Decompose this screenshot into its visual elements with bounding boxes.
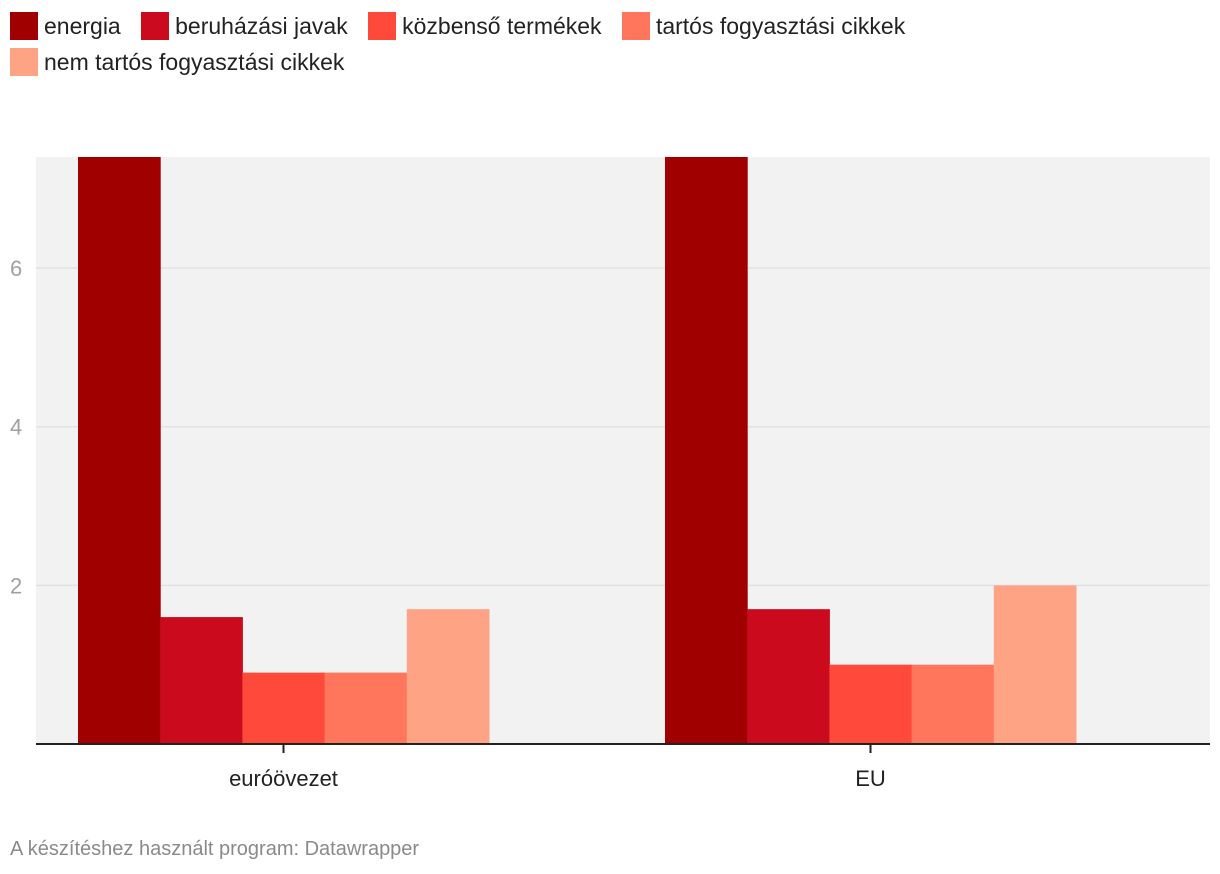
legend-label: beruházási javak [175, 13, 348, 39]
bar-közbenső-termékek-0 [242, 672, 326, 744]
bar-nem-tartós-fogyasztási-cikkek-1 [993, 585, 1077, 744]
legend-label: energia [44, 13, 121, 39]
bar-beruházási-javak-1 [747, 609, 830, 744]
bar-beruházási-javak-0 [160, 617, 243, 744]
y-tick-label: 4 [10, 415, 22, 440]
legend-swatch [621, 12, 650, 40]
bar-nem-tartós-fogyasztási-cikkek-0 [406, 609, 490, 744]
legend-item-kozbenso-termekek: közbenső termékek [368, 8, 602, 44]
bar-tartós-fogyasztási-cikkek-0 [324, 672, 408, 744]
legend-label: tartós fogyasztási cikkek [655, 13, 906, 39]
legend-item-tartos-fogyasztasi-cikkek: tartós fogyasztási cikkek [621, 8, 906, 44]
x-tick-label: euróövezet [229, 766, 338, 791]
bar-tartós-fogyasztási-cikkek-1 [911, 664, 995, 744]
legend-item-beruhazasi-javak: beruházási javak [141, 8, 348, 44]
y-tick-label: 6 [10, 256, 22, 281]
bar-közbenső-termékek-1 [829, 664, 913, 744]
y-tick-label: 2 [10, 573, 22, 598]
legend-label: nem tartós fogyasztási cikkek [44, 49, 345, 75]
legend-item-energia: energia [10, 8, 121, 44]
legend-swatch [368, 12, 397, 40]
x-tick-label: EU [855, 766, 886, 791]
legend-swatch [141, 12, 170, 40]
chart-legend: energia beruházási javak közbenső termék… [10, 8, 1180, 80]
legend-swatch [10, 12, 38, 40]
legend-item-nem-tartos-fogyasztasi-cikkek: nem tartós fogyasztási cikkek [10, 44, 344, 80]
footer-credit: A készítéshez használt program: Datawrap… [10, 838, 420, 860]
legend-label: közbenső termékek [402, 13, 602, 39]
bar-energia-1 [665, 157, 748, 744]
legend-swatch [10, 48, 38, 76]
bar-energia-0 [78, 157, 161, 744]
